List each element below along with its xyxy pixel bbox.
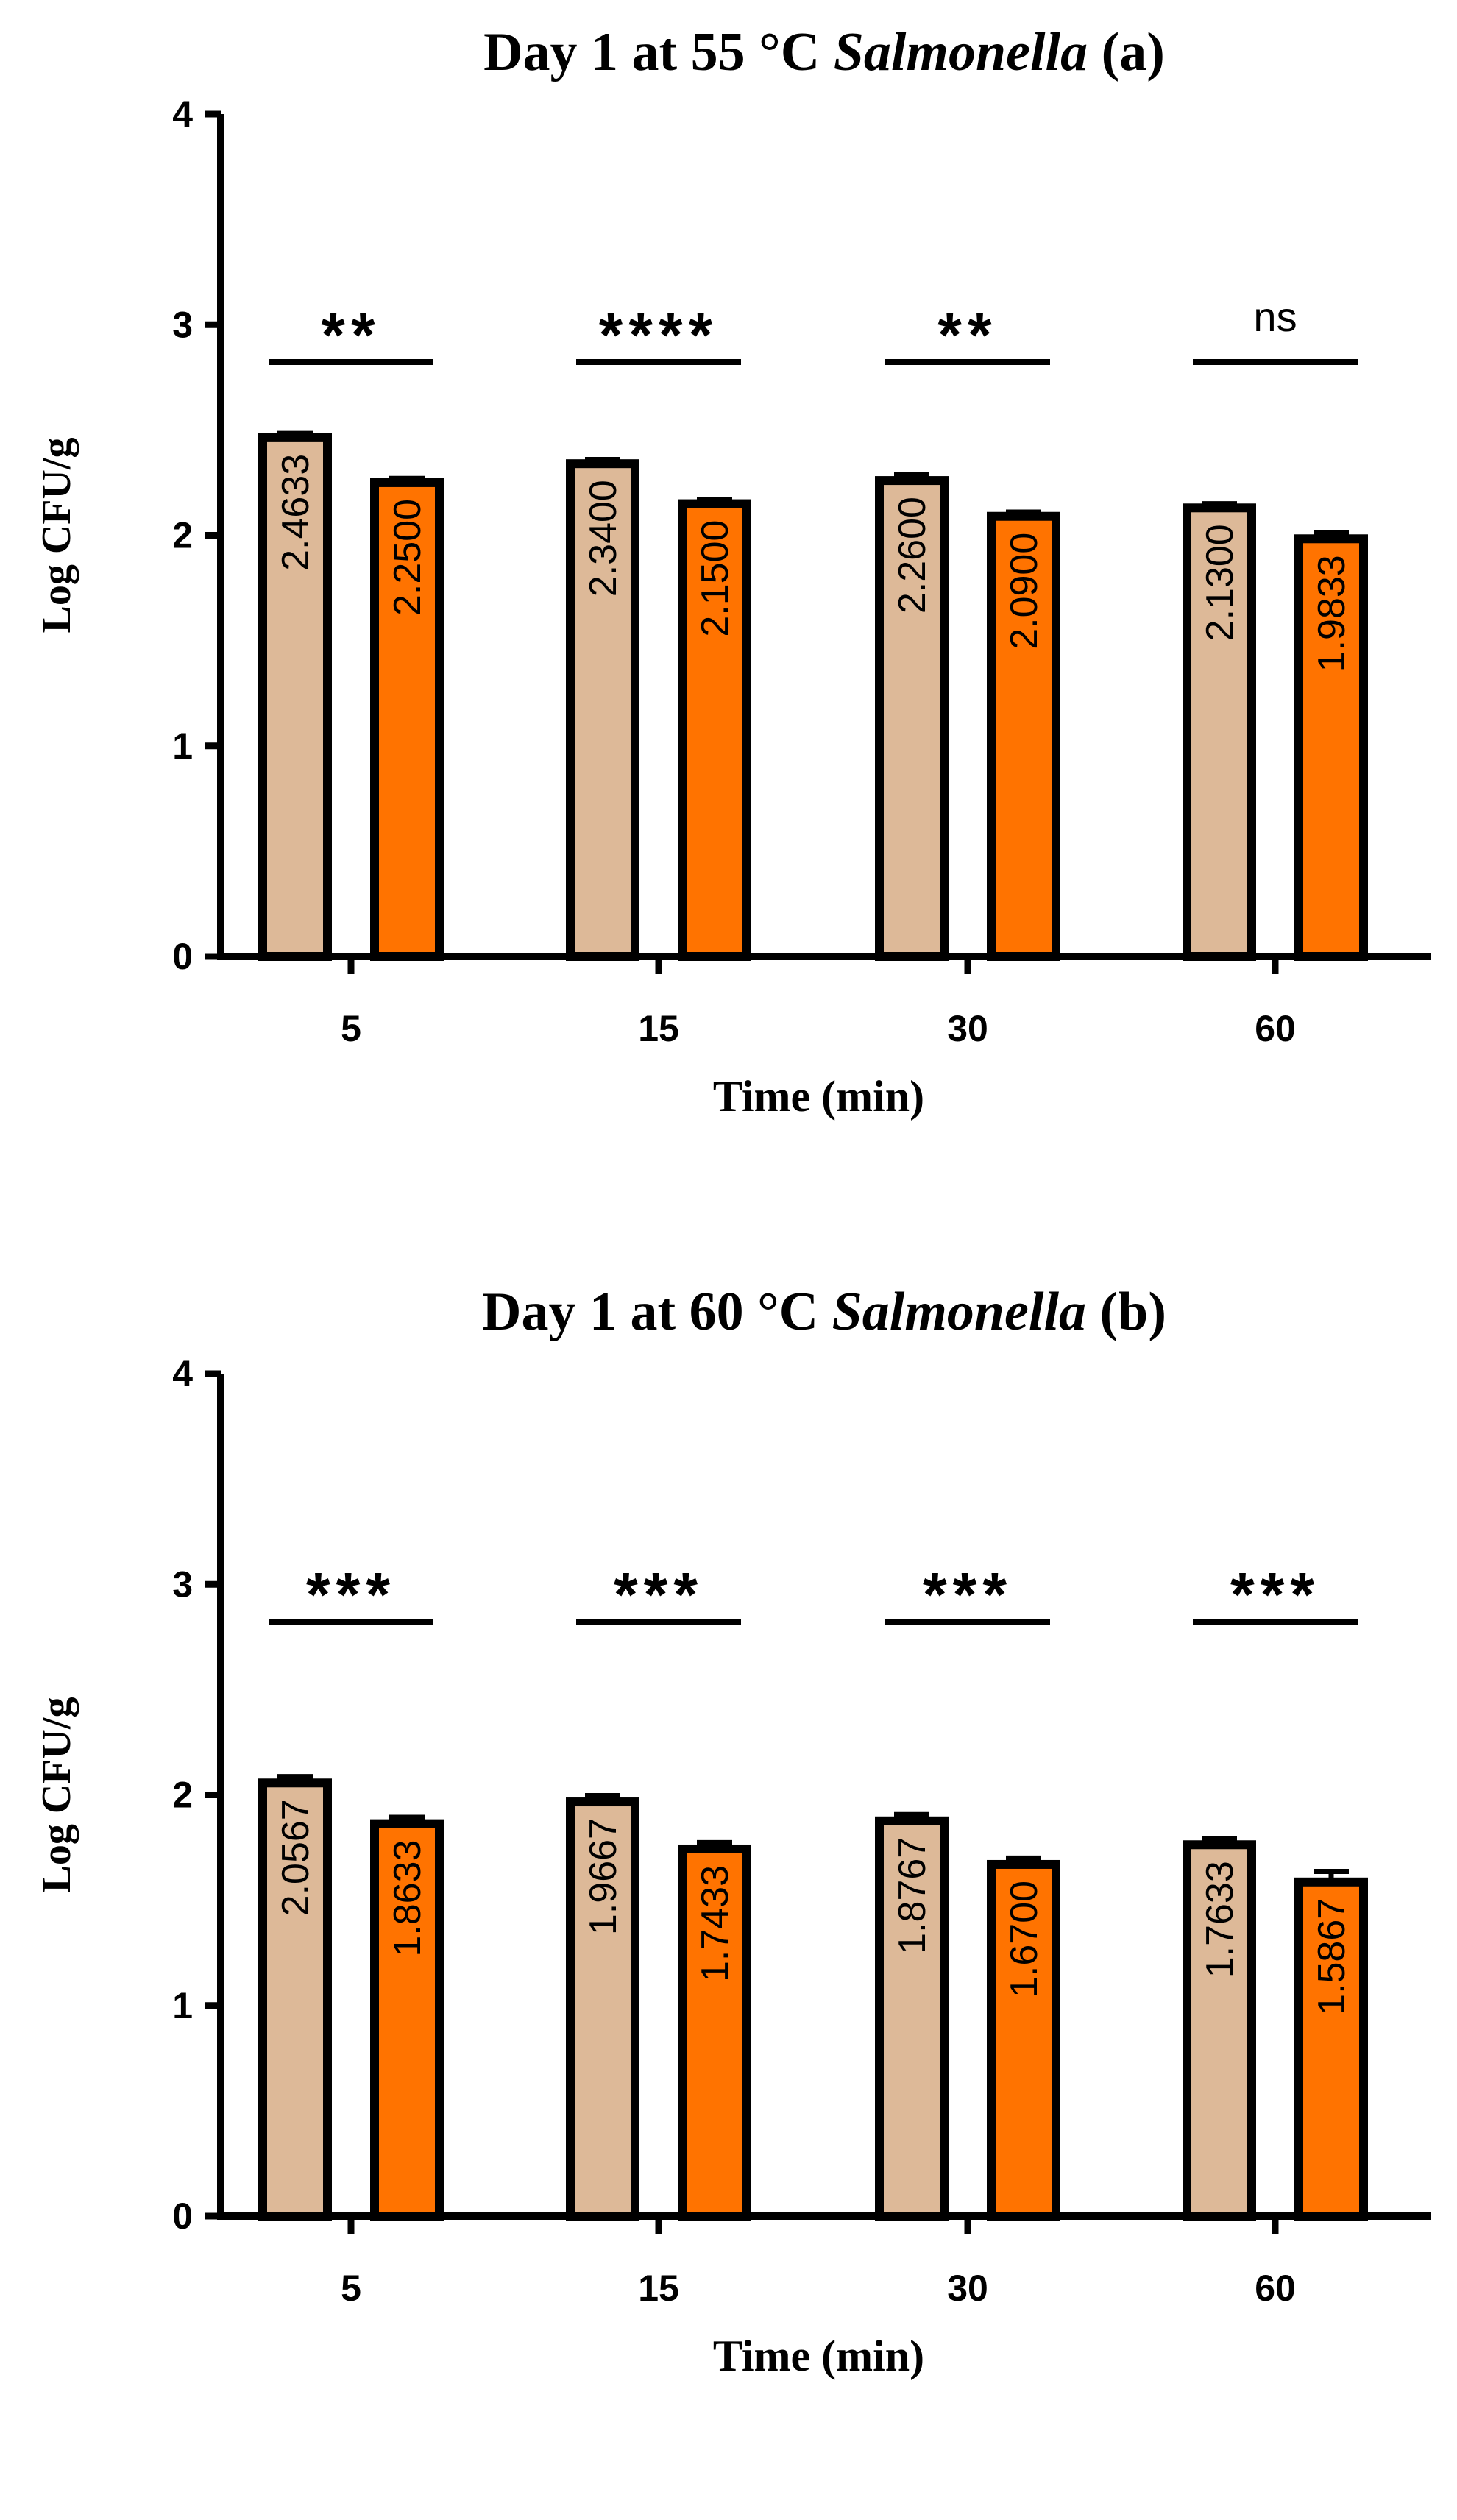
significance-label: ** [321,300,380,369]
y-tick-label: 1 [172,1985,193,2026]
y-tick-label: 1 [172,725,193,767]
y-tick-label: 0 [172,2196,193,2237]
bar-control [566,459,639,961]
x-tick-label: 60 [1255,1008,1296,1049]
bar-control [1183,1840,1256,2221]
chart-b: Day 1 at 60 °C Salmonella (b) Log CFU/g 0 1… [34,1282,1431,2380]
chart-title: Day 1 at 60 °C Salmonella (b) [482,1282,1166,1342]
data-label: 2.0567 [274,1799,317,1916]
data-label: 1.9667 [582,1818,625,1935]
data-label: 1.7433 [694,1865,737,1982]
data-label: 2.0900 [1003,533,1046,650]
y-tick-label: 4 [172,93,193,135]
bar-control [566,1797,639,2221]
data-label: 1.8633 [386,1840,429,1957]
x-axis-label: Time (min) [713,1072,924,1121]
chart-title-suffix: (a) [1088,22,1165,82]
significance-label: *** [614,1560,703,1629]
data-label: 2.3400 [582,480,625,597]
x-tick-label: 30 [947,1008,988,1049]
x-tick-label: 60 [1255,2268,1296,2309]
bar-treatment [1294,534,1368,961]
x-tick-label: 15 [638,1008,679,1049]
x-tick-label: 15 [638,2268,679,2309]
significance-label: *** [306,1560,396,1629]
y-tick-label: 3 [172,1564,193,1605]
chart-a: Day 1 at 55 °C Salmonella (a) Log CFU/g 0 1… [34,22,1431,1121]
x-tick-label: 5 [341,2268,361,2309]
chart-title-italic: Salmonella [832,1282,1086,1342]
significance-label: ns [1253,294,1297,340]
significance-label: *** [923,1560,1013,1629]
significance-label: ** [937,300,997,369]
chart-title: Day 1 at 55 °C Salmonella (a) [483,22,1165,82]
y-tick-label: 2 [172,1775,193,1816]
y-tick-label: 3 [172,304,193,345]
data-label: 2.2500 [386,499,429,616]
chart-title-prefix: Day 1 at 60 °C [482,1282,832,1342]
data-label: 2.1300 [1199,524,1241,641]
chart-title-prefix: Day 1 at 55 °C [483,22,834,82]
data-label: 2.2600 [891,497,934,614]
x-axis-label: Time (min) [713,2332,924,2380]
x-tick-label: 5 [341,1008,361,1049]
significance-label: *** [1230,1560,1320,1629]
y-tick-label: 2 [172,515,193,556]
significance-label: **** [599,300,719,369]
bar-control [1183,503,1256,961]
data-label: 1.5867 [1311,1898,1353,2015]
bar-control [875,476,949,961]
bar-treatment [1294,1877,1368,2221]
y-tick-label: 0 [172,936,193,977]
data-label: 2.4633 [274,454,317,571]
chart-title-suffix: (b) [1086,1282,1166,1342]
y-axis-label: Log CFU/g [34,438,79,633]
data-label: 2.1500 [694,520,737,637]
data-label: 1.6700 [1003,1881,1046,1998]
chart-title-italic: Salmonella [834,22,1088,82]
y-tick-label: 4 [172,1353,193,1394]
data-label: 1.8767 [891,1837,934,1954]
data-label: 1.7633 [1199,1861,1241,1978]
y-axis-label: Log CFU/g [34,1697,79,1893]
x-tick-label: 30 [947,2268,988,2309]
data-label: 1.9833 [1311,555,1353,672]
